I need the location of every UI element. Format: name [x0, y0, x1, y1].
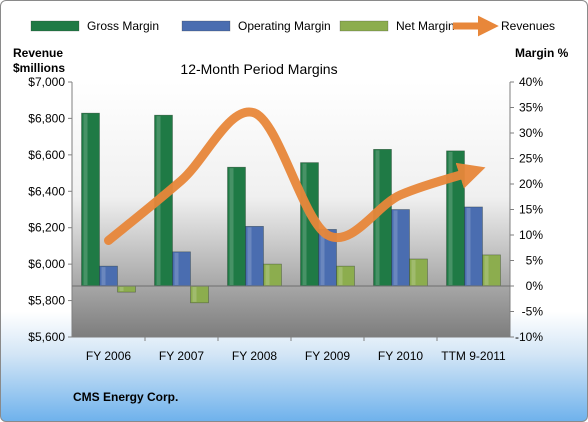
- right-tick-label: 5%: [526, 254, 544, 268]
- right-tick-label: 0%: [526, 279, 544, 293]
- x-tick-label: FY 2006: [86, 349, 131, 363]
- left-tick-label: $6,000: [28, 257, 65, 271]
- bar-highlight: [338, 267, 343, 285]
- bar-highlight: [393, 210, 398, 285]
- bar-highlight: [174, 252, 179, 285]
- legend-item: Gross Margin: [30, 19, 159, 33]
- bar-highlight: [119, 287, 124, 292]
- legend: Gross Margin Operating Margin Net Margin Re…: [30, 15, 555, 37]
- bar-highlight: [247, 227, 252, 285]
- axes-group: $5,600 $5,800 $6,000 $6,200 $6,400 $6,600 $6,8…: [28, 75, 543, 363]
- left-axis-title-line1: Revenue: [13, 46, 63, 60]
- bar-highlight: [484, 255, 489, 285]
- revenue-line-group: [104, 107, 486, 245]
- legend-swatch: [339, 20, 389, 32]
- company-name: CMS Energy Corp.: [73, 390, 179, 404]
- legend-label: Net Margin: [396, 19, 455, 33]
- right-tick-label: 20%: [519, 177, 543, 191]
- right-tick-label: 25%: [519, 152, 543, 166]
- x-tick-label: FY 2010: [378, 349, 423, 363]
- right-tick-label: -10%: [515, 330, 543, 344]
- left-tick-label: $7,000: [28, 75, 65, 89]
- right-axis-title: Margin %: [515, 46, 569, 60]
- left-tick-label: $6,400: [28, 184, 65, 198]
- chart-title: 12-Month Period Margins: [180, 61, 337, 77]
- x-tick-label: FY 2008: [232, 349, 277, 363]
- right-tick-label: -5%: [522, 305, 544, 319]
- bar-highlight: [411, 259, 416, 285]
- legend-label: Revenues: [501, 19, 555, 33]
- right-tick-label: 30%: [519, 126, 543, 140]
- left-axis-title-line2: $millions: [13, 61, 65, 75]
- x-tick-label: TTM 9-2011: [441, 349, 506, 363]
- x-tick-label: FY 2007: [159, 349, 204, 363]
- legend-swatch: [30, 20, 80, 32]
- left-tick-label: $6,800: [28, 111, 65, 125]
- x-tick-label: FY 2009: [305, 349, 350, 363]
- right-tick-label: 40%: [519, 75, 543, 89]
- bar-highlight: [101, 267, 106, 285]
- bar-highlight: [302, 163, 307, 285]
- legend-item: Net Margin: [339, 19, 455, 33]
- legend-item: Revenues: [453, 15, 555, 37]
- right-tick-label: 15%: [519, 203, 543, 217]
- bar-highlight: [229, 168, 234, 285]
- left-tick-label: $6,600: [28, 148, 65, 162]
- bar-highlight: [320, 230, 325, 285]
- left-tick-label: $5,600: [28, 330, 65, 344]
- right-tick-label: 10%: [519, 228, 543, 242]
- right-tick-label: 35%: [519, 101, 543, 115]
- bar-highlight: [83, 114, 88, 285]
- legend-label: Gross Margin: [87, 19, 159, 33]
- bar-highlight: [466, 207, 471, 285]
- legend-label: Operating Margin: [238, 19, 331, 33]
- legend-item: Operating Margin: [181, 19, 331, 33]
- bar-highlight: [448, 151, 453, 285]
- bar-highlight: [192, 287, 197, 302]
- left-tick-label: $6,200: [28, 221, 65, 235]
- plot-area: [72, 82, 510, 337]
- legend-swatch: [181, 20, 231, 32]
- left-tick-label: $5,800: [28, 294, 65, 308]
- bar-highlight: [265, 265, 270, 285]
